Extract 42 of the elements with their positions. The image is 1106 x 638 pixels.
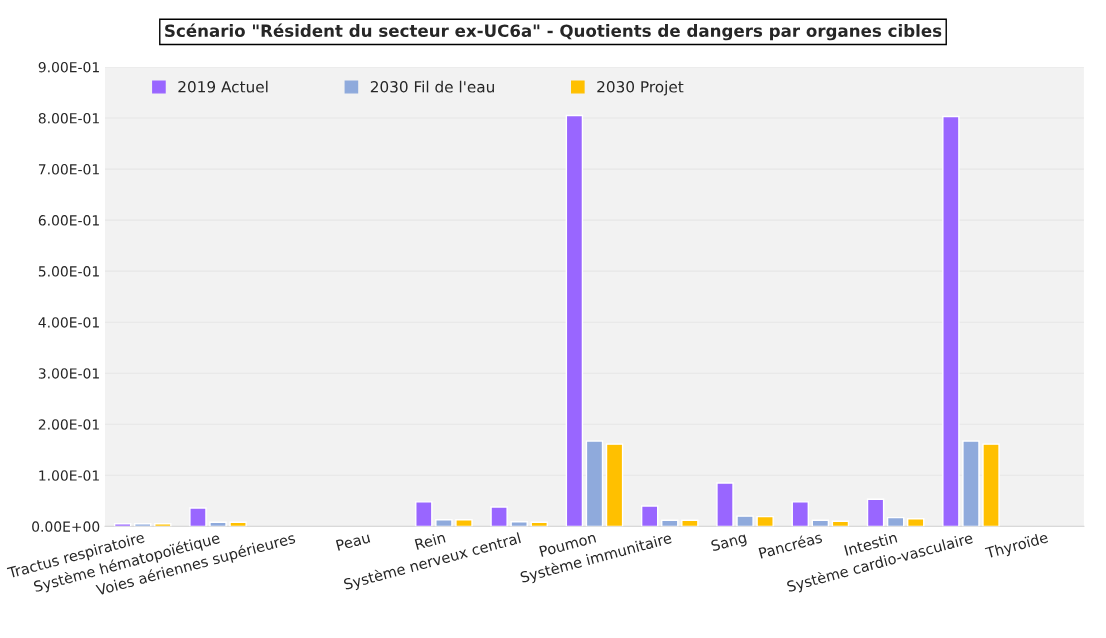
bar — [189, 507, 207, 527]
y-tick-label: 0.00E+00 — [32, 521, 100, 532]
bar — [510, 521, 528, 527]
y-tick-label: 9.00E-01 — [38, 61, 99, 73]
bar — [716, 482, 734, 527]
legend-label: 2030 Projet — [597, 80, 684, 96]
legend-label: 2030 Fil de l'eau — [370, 80, 494, 93]
bar — [681, 519, 699, 527]
legend-label: 2019 Actuel — [178, 80, 268, 93]
bar — [455, 519, 473, 527]
bar — [415, 501, 433, 527]
y-tick-label: 1.00E-01 — [39, 470, 99, 481]
bar — [942, 115, 960, 527]
y-tick-label: 5.00E-01 — [38, 266, 99, 277]
bar — [565, 114, 584, 527]
y-tick-label: 4.00E-01 — [38, 317, 99, 328]
chart-title: Scénario "Résident du secteur ex-UC6a" - Quotients de dangers par organes cibles — [165, 23, 942, 41]
y-tick-label: 7.00E-01 — [38, 164, 99, 175]
bar — [906, 517, 925, 527]
x-tick-label: Peau — [335, 531, 371, 551]
bar — [435, 519, 453, 527]
bar — [605, 443, 624, 527]
bar — [756, 515, 774, 527]
bar — [886, 516, 905, 527]
bar — [490, 506, 508, 527]
bar — [982, 443, 1000, 527]
bar — [154, 523, 172, 527]
bar — [585, 440, 604, 527]
x-tick-label: Rein — [414, 531, 446, 550]
bar — [113, 523, 132, 527]
x-tick-label: Thyroïde — [984, 531, 1050, 562]
bar — [736, 515, 754, 527]
bar — [791, 501, 810, 527]
y-tick-label: 3.00E-01 — [38, 368, 99, 379]
bar — [866, 498, 885, 527]
y-tick-label: 2.00E-01 — [38, 419, 99, 430]
y-tick-label: 8.00E-01 — [38, 113, 99, 124]
x-tick-label: Sang — [710, 531, 748, 555]
y-tick-label: 6.00E-01 — [38, 215, 99, 226]
bar — [133, 523, 152, 527]
bar — [640, 505, 659, 527]
bar — [962, 440, 980, 527]
